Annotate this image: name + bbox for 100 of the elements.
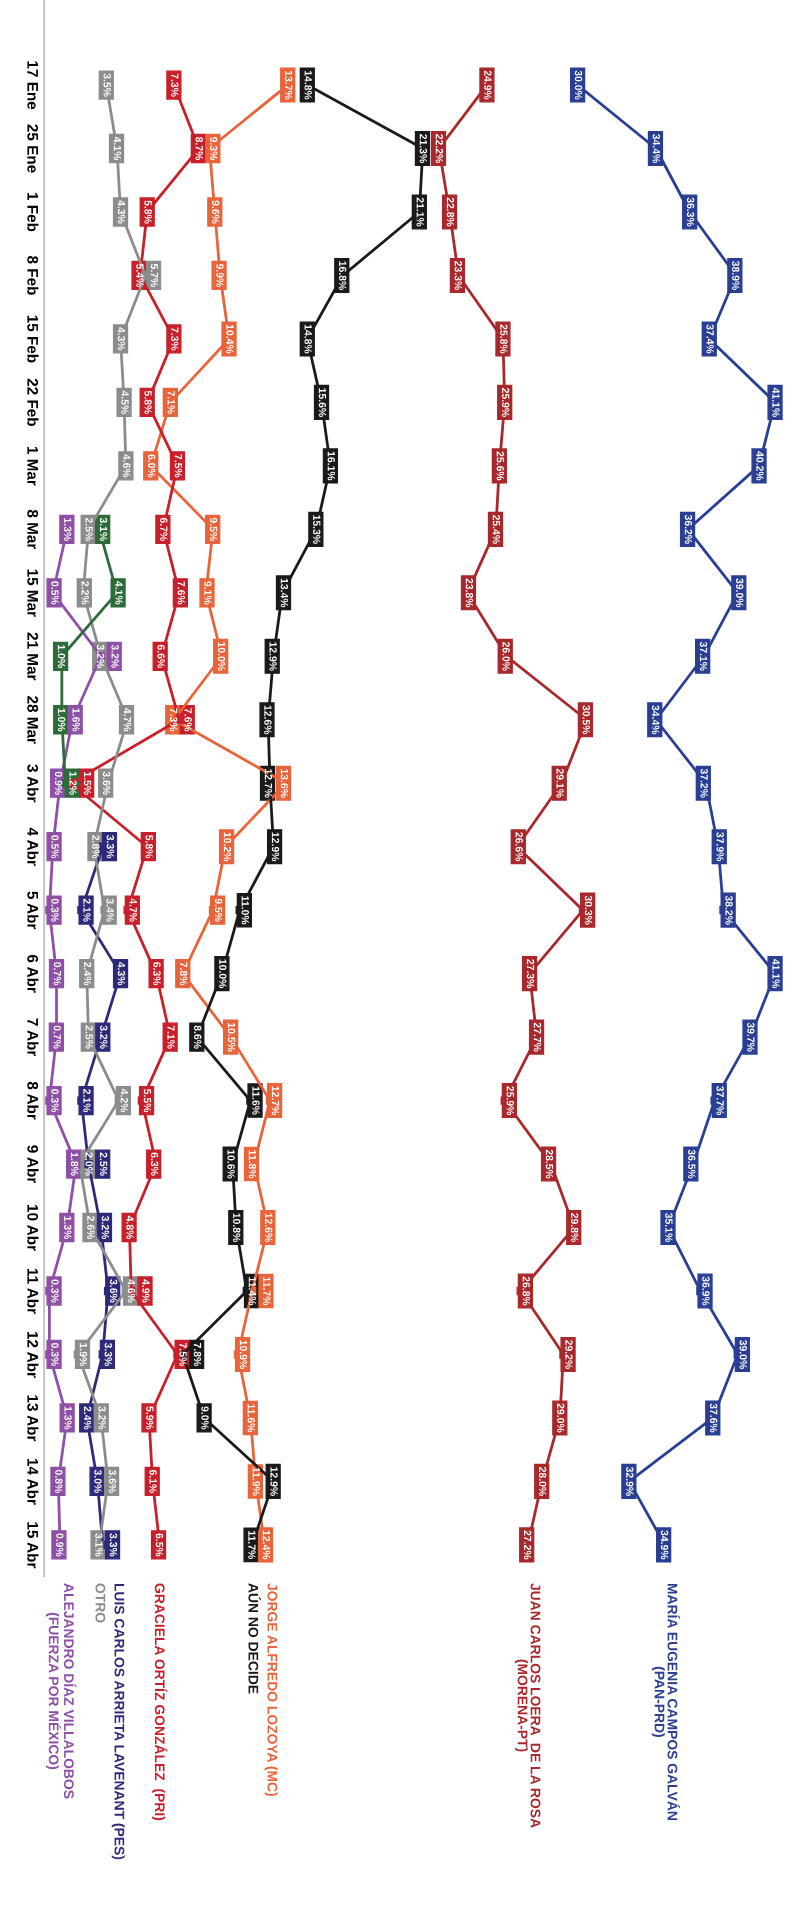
data-label: 0.7% bbox=[53, 1025, 61, 1049]
data-label: 22.2% bbox=[435, 134, 444, 164]
data-label: 10.2% bbox=[223, 832, 232, 862]
data-label: 1.3% bbox=[64, 518, 72, 541]
data-label: 5.8% bbox=[144, 390, 152, 414]
data-label: 4.8% bbox=[126, 1215, 134, 1240]
data-label: 34.9% bbox=[660, 1530, 669, 1560]
data-label: 12.7% bbox=[271, 1086, 280, 1116]
data-label: 32.9% bbox=[626, 1466, 634, 1496]
data-label: 27.2% bbox=[523, 1530, 532, 1560]
data-label: 24.9% bbox=[484, 70, 492, 100]
data-label: 6.1% bbox=[149, 1469, 157, 1493]
data-label: 4.9% bbox=[142, 1279, 150, 1303]
text: AÚN NO DECIDE bbox=[248, 1583, 261, 1694]
data-label: 7.8% bbox=[193, 1343, 202, 1367]
data-label: 10.8% bbox=[233, 1213, 241, 1243]
data-label: 12.6% bbox=[265, 1213, 273, 1243]
data-label: 1.3% bbox=[64, 1406, 72, 1430]
data-label: 7.3% bbox=[171, 327, 179, 351]
data-label: 3.1% bbox=[95, 1533, 103, 1557]
text: JORGE ALFREDO LOZOYA (MC) bbox=[264, 1583, 278, 1796]
data-label: 1.3% bbox=[64, 1216, 72, 1240]
y-tick-label: 22 Feb bbox=[27, 378, 39, 426]
data-label: 2.6% bbox=[87, 1216, 95, 1240]
data-label: 2.5% bbox=[99, 1152, 108, 1176]
data-label: 9.5% bbox=[214, 898, 223, 922]
data-label: 2.4% bbox=[83, 1406, 92, 1430]
data-label: 2.5% bbox=[85, 517, 93, 541]
data-label: 9.1% bbox=[204, 581, 212, 605]
data-label: 30.5% bbox=[582, 705, 590, 735]
data-label: 41.1% bbox=[772, 959, 780, 989]
y-tick-label: 6 Abr bbox=[27, 954, 39, 993]
y-tick-label: 13 Abr bbox=[27, 1395, 39, 1442]
y-tick-label: 14 Abr bbox=[27, 1458, 39, 1505]
data-label: 5.8% bbox=[144, 200, 152, 224]
data-label: 12.7% bbox=[264, 769, 273, 798]
data-label: 8.6% bbox=[194, 1025, 202, 1049]
data-label: 11.6% bbox=[247, 1404, 255, 1433]
data-label: 2.4% bbox=[83, 962, 92, 986]
data-label: 3.3% bbox=[106, 835, 115, 859]
data-label: 14.8% bbox=[304, 70, 312, 100]
data-label: 2.1% bbox=[83, 1089, 91, 1113]
data-label: 1.0% bbox=[57, 645, 66, 668]
data-label: 7.3% bbox=[171, 73, 179, 97]
data-label: 26.6% bbox=[515, 832, 523, 862]
data-label: 3.6% bbox=[109, 1279, 118, 1303]
data-label: 7.6% bbox=[184, 708, 192, 732]
data-label: 25.9% bbox=[506, 1086, 514, 1116]
data-label: 3.2% bbox=[101, 1215, 110, 1240]
y-tick-label: 28 Mar bbox=[27, 696, 39, 744]
data-label: 29.2% bbox=[565, 1340, 573, 1369]
data-label: 3.5% bbox=[103, 73, 111, 97]
text: LUIS CARLOS ARRIETA LAVENANT (PES) bbox=[111, 1583, 125, 1860]
data-label: 36.5% bbox=[688, 1149, 696, 1179]
data-label: 0.3% bbox=[51, 1089, 59, 1113]
data-label: 3.0% bbox=[94, 1469, 102, 1493]
data-label: 9.3% bbox=[210, 137, 218, 161]
data-label: 3.6% bbox=[108, 1469, 117, 1493]
data-label: 3.1% bbox=[99, 517, 108, 541]
data-label: 12.6% bbox=[264, 705, 272, 735]
data-label: 30.3% bbox=[584, 895, 593, 925]
data-label: 37.1% bbox=[699, 641, 708, 671]
y-tick-label: 21 Mar bbox=[27, 632, 39, 681]
y-tick-label: 1 Feb bbox=[27, 193, 39, 232]
data-label: 6.5% bbox=[155, 1533, 164, 1557]
data-label: 12.9% bbox=[270, 1467, 278, 1496]
data-label: 2.5% bbox=[85, 1025, 93, 1049]
data-label: 4.1% bbox=[115, 581, 123, 605]
y-tick-label: 12 Abr bbox=[27, 1331, 39, 1378]
data-label: 28.5% bbox=[545, 1149, 554, 1179]
data-label: 13.6% bbox=[280, 769, 289, 798]
data-label: 25.6% bbox=[496, 451, 504, 481]
data-label: 25.9% bbox=[501, 388, 510, 417]
y-tick-label: 8 Abr bbox=[27, 1081, 39, 1120]
text: MARÍA EUGENIA CAMPOS GALVÁN (PAN-PRD) bbox=[651, 1583, 680, 1820]
data-label: 11.4% bbox=[248, 1277, 257, 1306]
data-label: 10.9% bbox=[239, 1340, 248, 1369]
data-label: 11.7% bbox=[263, 1277, 271, 1306]
data-label: 41.1% bbox=[772, 387, 780, 417]
data-label: 37.2% bbox=[700, 768, 708, 798]
data-label: 0.7% bbox=[53, 962, 62, 986]
data-label: 6.0% bbox=[147, 454, 156, 478]
data-label: 4.3% bbox=[117, 327, 126, 351]
data-label: 2.2% bbox=[81, 581, 89, 605]
y-tick-label: 3 Abr bbox=[27, 764, 39, 803]
data-label: 3.2% bbox=[111, 644, 119, 668]
data-label: 40.2% bbox=[756, 451, 764, 481]
data-label: 6.6% bbox=[157, 644, 165, 668]
data-label: 23.3% bbox=[454, 261, 462, 290]
data-label: 10.0% bbox=[219, 959, 227, 989]
data-label: 39.0% bbox=[739, 1339, 747, 1369]
data-label: 1.5% bbox=[83, 772, 92, 795]
data-label: 15.3% bbox=[313, 515, 321, 544]
data-label: 6.7% bbox=[160, 517, 168, 541]
data-label: 16.8% bbox=[339, 261, 347, 290]
data-label: 16.1% bbox=[327, 451, 335, 481]
data-label: 10.4% bbox=[226, 324, 234, 354]
data-label: 22.8% bbox=[446, 197, 455, 227]
data-label: 11.8% bbox=[248, 1150, 257, 1179]
data-label: 26.0% bbox=[502, 641, 510, 671]
